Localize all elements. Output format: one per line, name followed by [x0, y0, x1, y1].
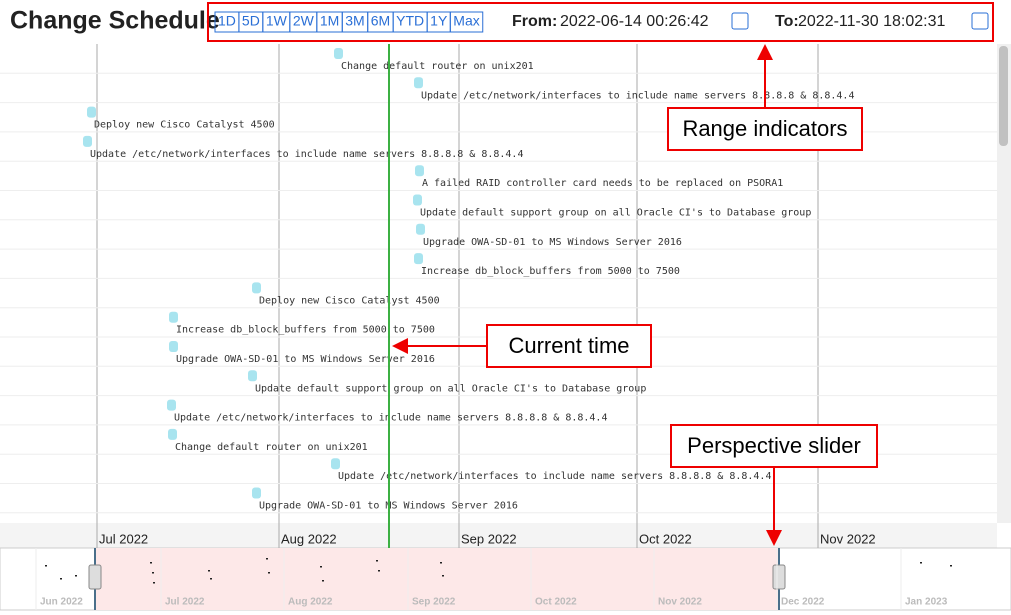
navigator-month-label: Nov 2022 [658, 597, 702, 608]
event-marker[interactable] [169, 341, 178, 352]
navigator-dot [150, 562, 152, 564]
annotation-box [486, 324, 652, 368]
range-button-label[interactable]: 1M [320, 13, 339, 29]
event-label[interactable]: Update /etc/network/interfaces to includ… [421, 90, 854, 101]
event-marker[interactable] [252, 487, 261, 499]
navigator-dot [210, 578, 212, 580]
event-label[interactable]: Upgrade OWA-SD-01 to MS Windows Server 2… [176, 354, 435, 365]
event-label[interactable]: Update default support group on all Orac… [420, 208, 811, 219]
range-button-label[interactable]: 3M [345, 13, 364, 29]
event-marker[interactable] [331, 458, 340, 470]
event-label[interactable]: Update /etc/network/interfaces to includ… [90, 149, 523, 160]
event-marker[interactable] [167, 399, 176, 411]
annotation-box [670, 424, 878, 468]
navigator-dot [268, 572, 270, 574]
navigator-dot [376, 560, 378, 562]
month-label: Jul 2022 [99, 531, 148, 546]
event-label[interactable]: Upgrade OWA-SD-01 to MS Windows Server 2… [423, 237, 682, 248]
navigator-dot [378, 570, 380, 572]
axis-band [0, 523, 997, 548]
event-label[interactable]: Update /etc/network/interfaces to includ… [338, 471, 771, 482]
range-button-label[interactable]: 2W [293, 13, 315, 29]
from-value: 2022-06-14 00:26:42 [560, 13, 709, 30]
navigator-dot [920, 562, 922, 564]
navigator-selection[interactable] [95, 548, 779, 610]
annotation: Range indicators [682, 116, 847, 141]
event-marker[interactable] [413, 194, 422, 206]
range-button-label[interactable]: 1D [218, 13, 236, 29]
event-marker[interactable] [248, 370, 257, 382]
navigator-dot [75, 575, 77, 577]
navigator-month-label: Aug 2022 [288, 597, 333, 608]
from-calendar[interactable] [731, 12, 749, 30]
navigator-month-label: Oct 2022 [535, 597, 577, 608]
event-marker[interactable] [169, 311, 178, 323]
annotation-box [667, 107, 863, 151]
navigator-dot [266, 558, 268, 560]
title: Change Schedule [10, 7, 220, 35]
event-marker[interactable] [252, 282, 261, 294]
slider-handle[interactable] [88, 564, 102, 590]
event-label[interactable]: Deploy new Cisco Catalyst 4500 [259, 295, 440, 306]
navigator-dot [442, 575, 444, 577]
navigator-month-label: Sep 2022 [412, 597, 456, 608]
event-marker[interactable] [414, 253, 423, 265]
navigator-month-label: Jul 2022 [165, 597, 205, 608]
range-button-label[interactable]: 1W [266, 13, 288, 29]
navigator-dot [45, 565, 47, 567]
event-label[interactable]: A failed RAID controller card needs to b… [422, 178, 783, 189]
event-marker[interactable] [83, 135, 92, 147]
month-label: Oct 2022 [639, 531, 692, 546]
slider-handle[interactable] [772, 564, 786, 590]
range-button-label[interactable]: 6M [371, 13, 390, 29]
to-calendar[interactable] [971, 12, 989, 30]
range-button-label[interactable]: 1Y [430, 13, 448, 29]
range-highlight [207, 2, 994, 42]
event-marker[interactable] [414, 77, 423, 89]
event-label[interactable]: Increase db_block_buffers from 5000 to 7… [421, 266, 680, 277]
range-button-label[interactable]: YTD [396, 13, 424, 29]
navigator-dot [320, 566, 322, 568]
range-button-label[interactable]: Max [453, 13, 479, 29]
event-marker[interactable] [168, 428, 177, 440]
scroll-thumb[interactable] [999, 46, 1008, 146]
navigator-dot [153, 582, 155, 584]
navigator-dot [208, 570, 210, 572]
navigator-dot [950, 565, 952, 567]
event-label[interactable]: Increase db_block_buffers from 5000 to 7… [176, 325, 435, 336]
event-label[interactable]: Change default router on unix201 [175, 442, 368, 453]
navigator-month-label: Jun 2022 [40, 597, 83, 608]
to-value: 2022-11-30 18:02:31 [798, 13, 945, 30]
scrollbar[interactable] [997, 44, 1011, 523]
navigator-dot [322, 580, 324, 582]
event-marker[interactable] [87, 106, 96, 118]
event-marker[interactable] [416, 223, 425, 235]
annotation: Perspective slider [687, 433, 861, 458]
event-label[interactable]: Change default router on unix201 [341, 61, 534, 72]
event-marker[interactable] [415, 165, 424, 177]
navigator-month-label: Jan 2023 [905, 597, 948, 608]
event-label[interactable]: Update default support group on all Orac… [255, 383, 646, 394]
navigator-month-label: Dec 2022 [781, 597, 825, 608]
month-label: Sep 2022 [461, 531, 517, 546]
range-button[interactable] [449, 11, 484, 33]
navigator-dot [440, 562, 442, 564]
event-marker[interactable] [334, 48, 343, 59]
annotations: Range indicators Current time Perspectiv… [392, 44, 878, 546]
navigator-dot [152, 572, 154, 574]
month-label: Nov 2022 [820, 531, 876, 546]
range-button-label[interactable]: 5D [242, 13, 260, 29]
navigator-dot [60, 578, 62, 580]
to-label: To: [775, 13, 799, 30]
annotation: Current time [508, 333, 629, 358]
month-label: Aug 2022 [281, 531, 337, 546]
event-label[interactable]: Deploy new Cisco Catalyst 4500 [94, 120, 275, 131]
event-label[interactable]: Update /etc/network/interfaces to includ… [174, 413, 607, 424]
from-label: From: [512, 13, 557, 30]
